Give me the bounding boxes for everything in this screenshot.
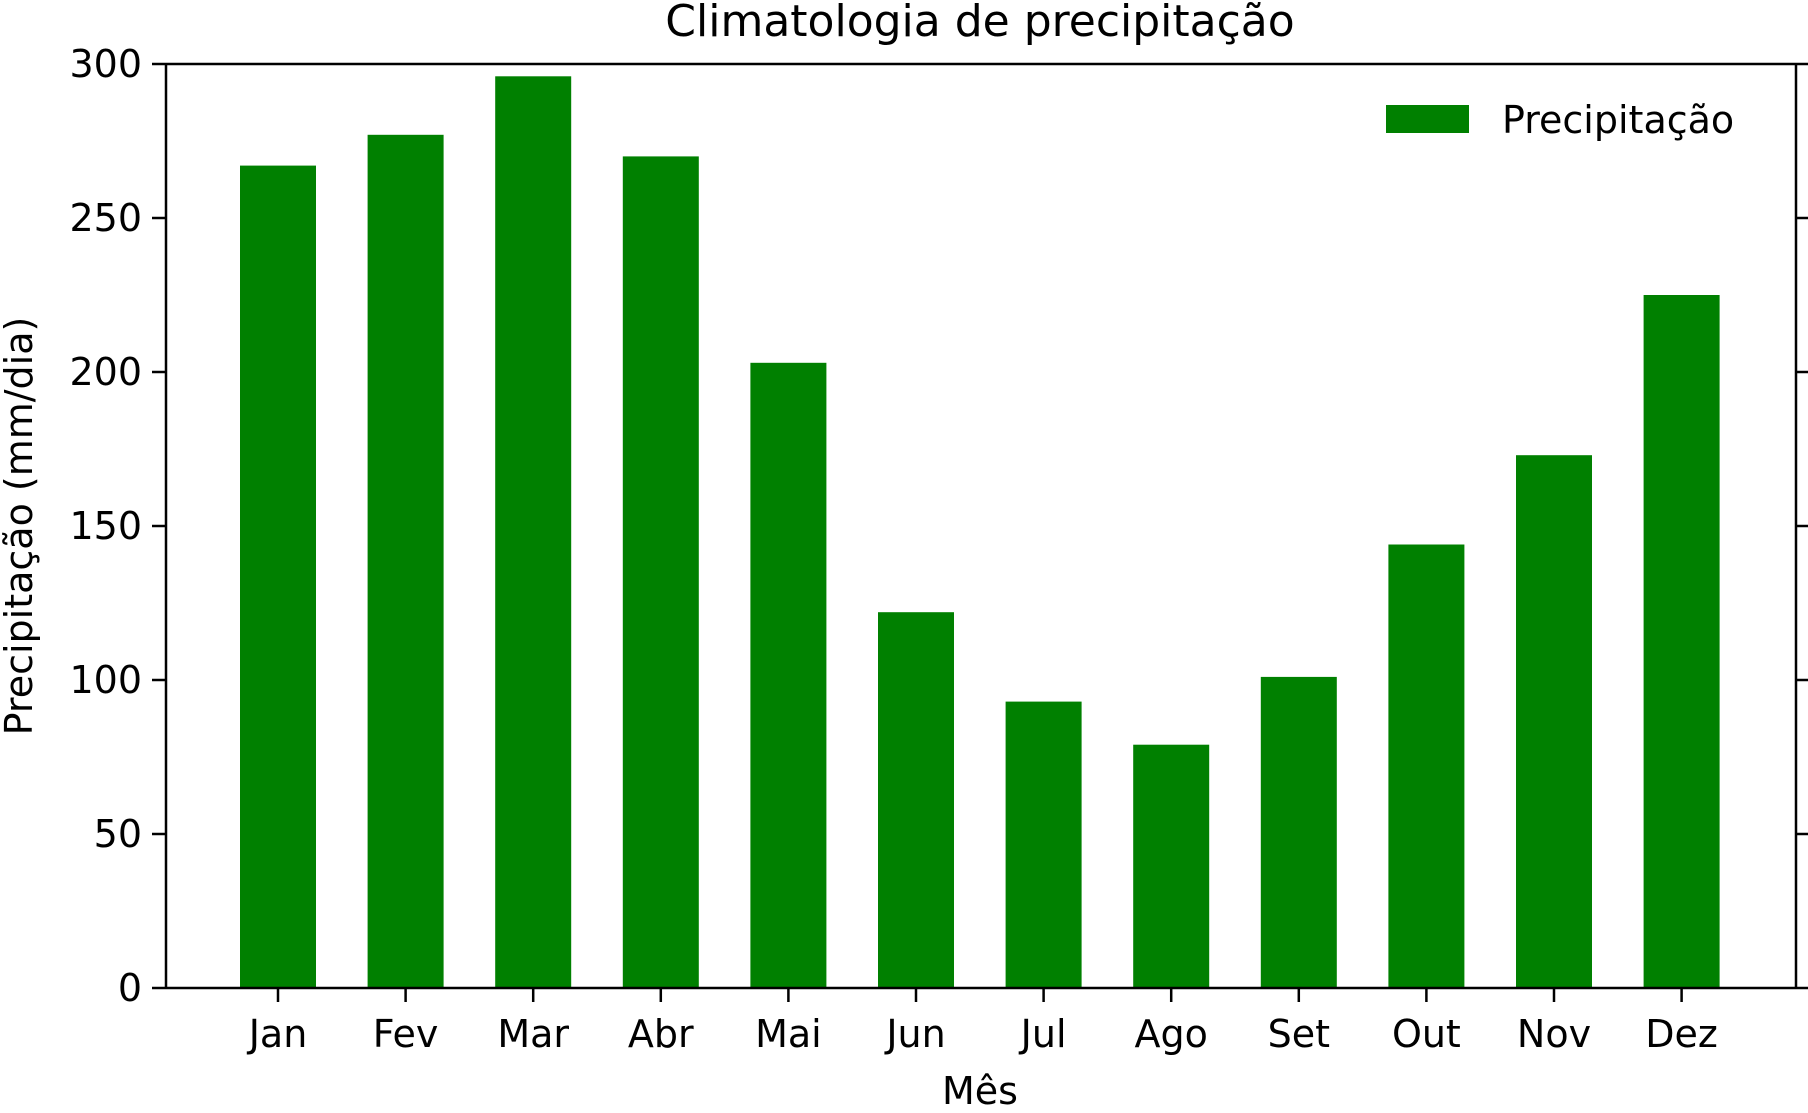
y-tick-label-250: 250 — [69, 196, 142, 240]
x-tick-label-dez: Dez — [1645, 1012, 1718, 1056]
bar-jun — [878, 612, 954, 988]
bar-jan — [240, 165, 316, 989]
bar-out — [1388, 544, 1465, 988]
bar-set — [1260, 676, 1337, 988]
x-tick-label-out: Out — [1392, 1012, 1461, 1056]
y-tick-label-200: 200 — [69, 350, 142, 394]
legend: Precipitação — [1386, 98, 1734, 142]
y-tick-label-300: 300 — [69, 42, 142, 86]
y-tick-label-100: 100 — [69, 658, 142, 702]
bar-mai — [750, 362, 827, 988]
bar-mar — [495, 76, 572, 989]
legend-label: Precipitação — [1502, 98, 1734, 142]
x-tick-label-fev: Fev — [373, 1012, 439, 1056]
y-tick-label-150: 150 — [69, 504, 142, 548]
bars-group — [240, 76, 1720, 989]
x-tick-label-jun: Jun — [884, 1012, 945, 1056]
bar-nov — [1516, 455, 1592, 988]
x-tick-label-set: Set — [1268, 1012, 1330, 1056]
bar-abr — [622, 156, 699, 988]
x-tick-label-ago: Ago — [1135, 1012, 1208, 1056]
bar-jul — [1005, 701, 1082, 988]
bar-fev — [367, 134, 444, 989]
y-tick-label-0: 0 — [118, 966, 142, 1010]
y-ticks-group: 0 50 100 150 200 250 300 — [69, 42, 1808, 1010]
bar-ago — [1133, 744, 1210, 988]
x-tick-label-jan: Jan — [247, 1012, 308, 1056]
legend-swatch — [1386, 105, 1469, 133]
x-ticks-group: Jan Fev Mar Abr Mai Jun Jul Ago Set Out Nov Dez — [247, 988, 1718, 1056]
x-tick-label-mai: Mai — [755, 1012, 822, 1056]
x-axis-label: Mês — [942, 1069, 1018, 1113]
x-tick-label-jul: Jul — [1019, 1012, 1067, 1056]
chart-title: Climatologia de precipitação — [665, 0, 1294, 47]
bar-dez — [1643, 295, 1720, 988]
x-tick-label-nov: Nov — [1517, 1012, 1591, 1056]
x-tick-label-mar: Mar — [497, 1012, 569, 1056]
y-axis-label: Precipitação (mm/dia) — [0, 317, 41, 736]
x-tick-label-abr: Abr — [628, 1012, 694, 1056]
y-tick-label-50: 50 — [94, 812, 142, 856]
